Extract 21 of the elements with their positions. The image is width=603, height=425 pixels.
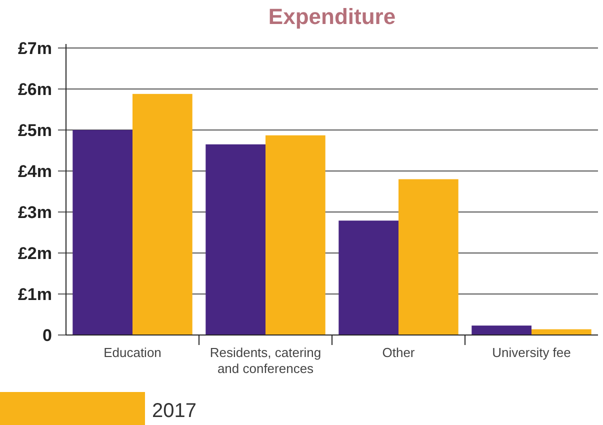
text: 2017 — [152, 400, 196, 422]
y-tick-label: £2m — [18, 244, 52, 263]
y-tick-label: £3m — [18, 202, 52, 222]
chart-title: Expenditure — [268, 4, 396, 29]
bar — [132, 94, 192, 335]
bar — [472, 326, 532, 335]
x-tick-label: Residents, catering and conferences — [210, 345, 322, 376]
x-tick-label: Other — [382, 345, 416, 360]
bar — [338, 220, 398, 335]
x-tick-label: University fee — [492, 345, 571, 360]
bar — [206, 144, 266, 335]
bar — [72, 130, 132, 335]
bar — [266, 135, 326, 335]
y-tick-label: £7m — [18, 38, 52, 58]
y-tick-label: £1m — [18, 284, 52, 304]
y-tick-label: 0 — [42, 326, 52, 345]
bar — [398, 179, 458, 335]
y-tick-label: £6m — [18, 80, 52, 99]
y-tick-label: £4m — [18, 162, 52, 181]
y-tick-label: £5m — [18, 120, 52, 140]
x-tick-label: Education — [104, 345, 162, 360]
